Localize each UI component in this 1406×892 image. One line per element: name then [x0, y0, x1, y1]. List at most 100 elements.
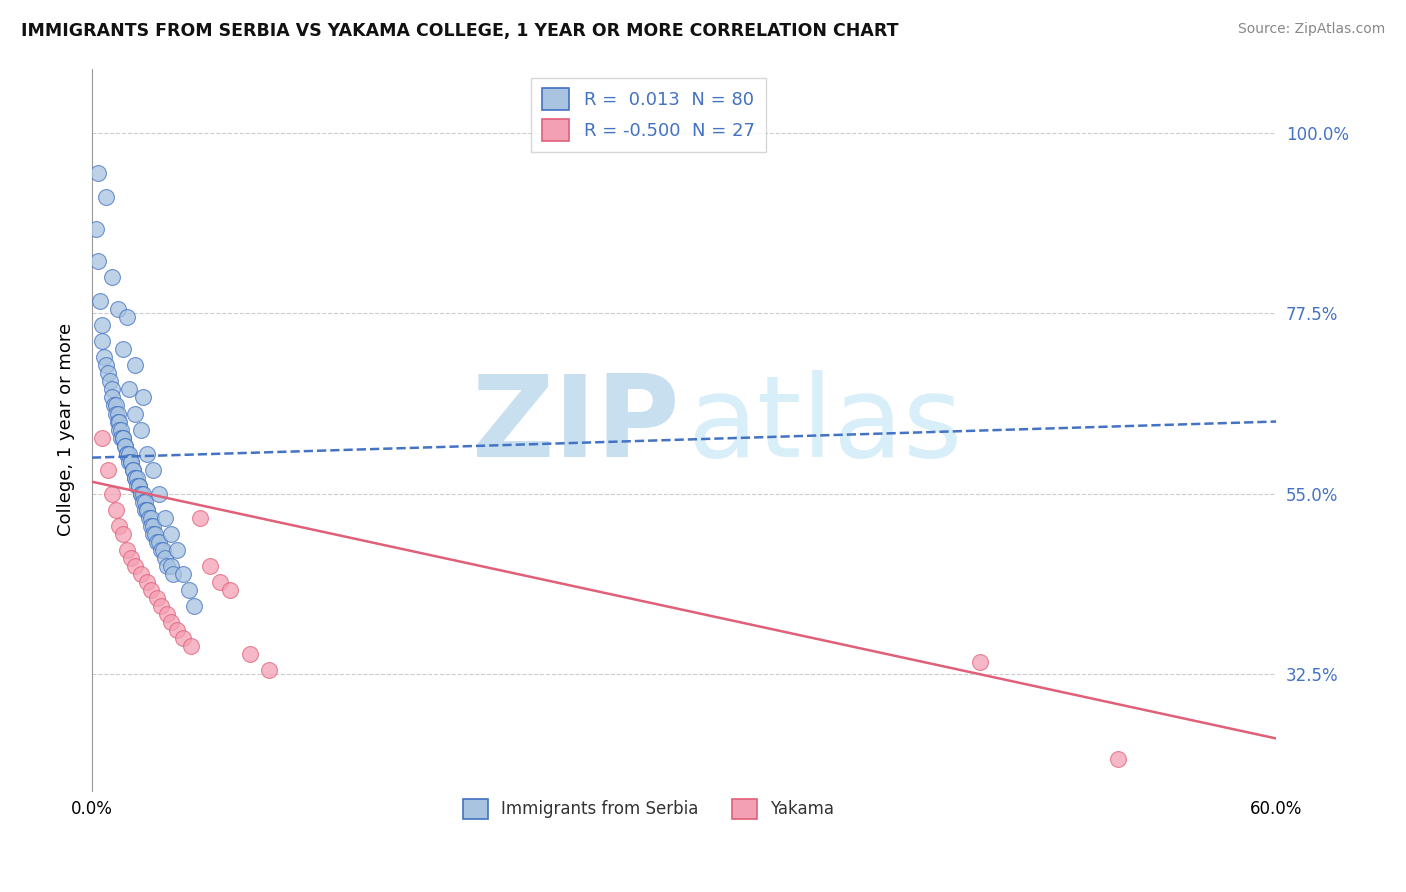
Point	[156, 558, 179, 573]
Point	[118, 383, 141, 397]
Point	[172, 566, 194, 581]
Point	[148, 534, 170, 549]
Point	[84, 222, 107, 236]
Point	[166, 542, 188, 557]
Point	[118, 447, 141, 461]
Point	[112, 431, 135, 445]
Point	[112, 431, 135, 445]
Point	[108, 519, 131, 533]
Point	[120, 455, 142, 469]
Point	[94, 190, 117, 204]
Point	[200, 558, 222, 573]
Point	[159, 527, 181, 541]
Point	[183, 599, 205, 613]
Point	[132, 391, 155, 405]
Point	[209, 574, 232, 589]
Point	[110, 431, 132, 445]
Point	[127, 471, 149, 485]
Point	[103, 399, 125, 413]
Point	[132, 487, 155, 501]
Point	[153, 550, 176, 565]
Point	[90, 431, 112, 445]
Point	[134, 503, 156, 517]
Point	[107, 415, 129, 429]
Text: atlas: atlas	[688, 370, 963, 482]
Point	[100, 270, 122, 285]
Point	[114, 439, 136, 453]
Point	[129, 566, 152, 581]
Point	[969, 655, 991, 669]
Point	[120, 550, 142, 565]
Point	[143, 527, 166, 541]
Point	[107, 302, 129, 317]
Point	[139, 519, 162, 533]
Point	[172, 631, 194, 645]
Point	[98, 375, 121, 389]
Point	[104, 407, 127, 421]
Point	[104, 399, 127, 413]
Point	[90, 318, 112, 333]
Point	[128, 479, 150, 493]
Point	[142, 463, 165, 477]
Point	[153, 511, 176, 525]
Point	[124, 558, 146, 573]
Point	[108, 423, 131, 437]
Point	[124, 359, 146, 373]
Point	[124, 407, 146, 421]
Point	[129, 487, 152, 501]
Point	[117, 542, 139, 557]
Point	[100, 487, 122, 501]
Point	[124, 471, 146, 485]
Point	[104, 503, 127, 517]
Point	[114, 439, 136, 453]
Point	[148, 487, 170, 501]
Point	[122, 463, 145, 477]
Point	[117, 310, 139, 325]
Point	[117, 447, 139, 461]
Point	[1107, 751, 1129, 765]
Point	[136, 447, 159, 461]
Point	[136, 574, 159, 589]
Point	[129, 487, 152, 501]
Point	[139, 582, 162, 597]
Point	[94, 359, 117, 373]
Point	[166, 623, 188, 637]
Point	[87, 166, 110, 180]
Point	[146, 534, 169, 549]
Text: IMMIGRANTS FROM SERBIA VS YAKAMA COLLEGE, 1 YEAR OR MORE CORRELATION CHART: IMMIGRANTS FROM SERBIA VS YAKAMA COLLEGE…	[21, 22, 898, 40]
Point	[110, 423, 132, 437]
Point	[117, 447, 139, 461]
Point	[156, 607, 179, 621]
Point	[93, 351, 115, 365]
Y-axis label: College, 1 year or more: College, 1 year or more	[58, 323, 75, 536]
Point	[142, 527, 165, 541]
Point	[97, 463, 120, 477]
Point	[149, 542, 172, 557]
Point	[122, 463, 145, 477]
Point	[87, 254, 110, 268]
Point	[136, 503, 159, 517]
Point	[162, 566, 184, 581]
Point	[138, 511, 160, 525]
Point	[180, 639, 202, 653]
Point	[120, 455, 142, 469]
Point	[107, 407, 129, 421]
Point	[89, 294, 111, 309]
Point	[139, 511, 162, 525]
Point	[146, 591, 169, 605]
Point	[112, 527, 135, 541]
Point	[118, 455, 141, 469]
Point	[219, 582, 242, 597]
Point	[97, 367, 120, 381]
Point	[190, 511, 212, 525]
Point	[108, 415, 131, 429]
Point	[112, 343, 135, 357]
Point	[124, 471, 146, 485]
Point	[177, 582, 200, 597]
Point	[239, 647, 262, 661]
Point	[132, 495, 155, 509]
Point	[152, 542, 174, 557]
Text: Source: ZipAtlas.com: Source: ZipAtlas.com	[1237, 22, 1385, 37]
Point	[136, 503, 159, 517]
Point	[90, 334, 112, 349]
